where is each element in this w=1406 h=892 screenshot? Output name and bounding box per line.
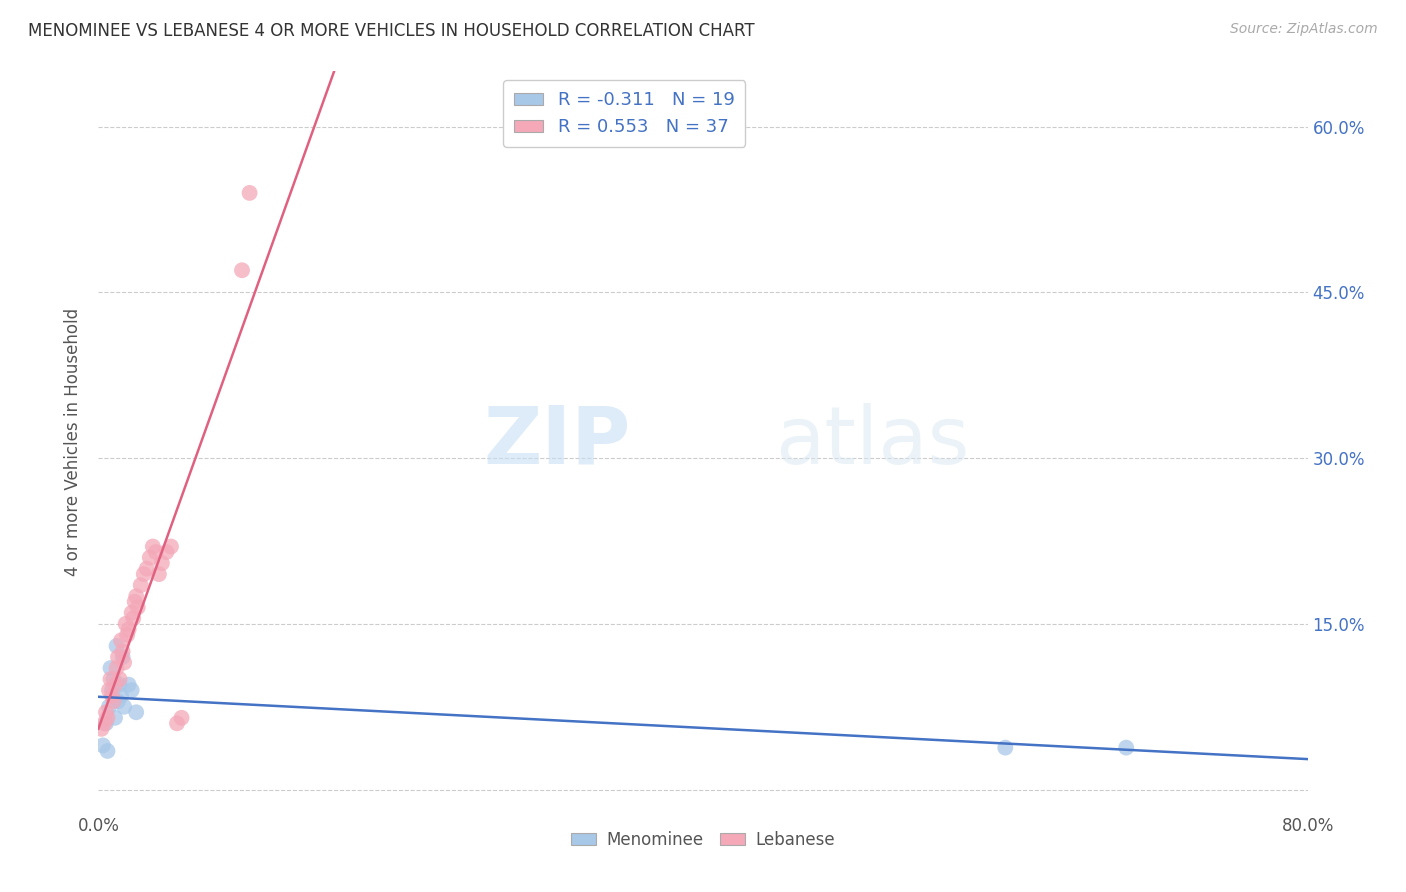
Point [231,263,253,277]
Point [139,550,162,565]
Point [155,545,177,559]
Point [108,678,131,692]
Point [100,661,122,675]
Point [93,716,115,731]
Point [96,711,118,725]
Point [107,650,129,665]
Point [105,661,128,675]
Point [101,689,124,703]
Point [166,716,188,731]
Point [105,639,128,653]
Point [122,611,145,625]
Point [107,694,129,708]
Point [125,589,148,603]
Point [111,644,134,658]
Point [1115,740,1137,755]
Point [114,616,136,631]
Point [108,672,131,686]
Point [124,595,146,609]
Point [150,556,173,570]
Point [90,722,112,736]
Point [110,633,132,648]
Point [103,694,125,708]
Text: Source: ZipAtlas.com: Source: ZipAtlas.com [1230,22,1378,37]
Point [118,623,141,637]
Point [111,650,134,665]
Point [98,699,121,714]
Point [129,578,152,592]
Legend: Menominee, Lebanese: Menominee, Lebanese [565,824,841,855]
Point [145,545,167,559]
Point [104,678,127,692]
Point [104,711,127,725]
Point [142,540,165,554]
Point [121,606,143,620]
Text: atlas: atlas [776,402,970,481]
Point [125,706,148,720]
Point [94,706,117,720]
Point [101,683,124,698]
Point [115,628,138,642]
Point [994,740,1017,755]
Point [103,672,125,686]
Point [112,699,135,714]
Point [132,567,155,582]
Point [91,739,114,753]
Point [98,683,121,698]
Point [239,186,262,200]
Point [127,600,149,615]
Point [94,716,117,731]
Point [160,540,183,554]
Point [110,689,132,703]
Text: ZIP: ZIP [484,402,630,481]
Point [96,744,118,758]
Point [112,656,135,670]
Point [121,683,143,698]
Point [135,561,157,575]
Point [118,678,141,692]
Point [170,711,193,725]
Y-axis label: 4 or more Vehicles in Household: 4 or more Vehicles in Household [65,308,83,575]
Point [148,567,170,582]
Text: MENOMINEE VS LEBANESE 4 OR MORE VEHICLES IN HOUSEHOLD CORRELATION CHART: MENOMINEE VS LEBANESE 4 OR MORE VEHICLES… [28,22,755,40]
Point [100,672,122,686]
